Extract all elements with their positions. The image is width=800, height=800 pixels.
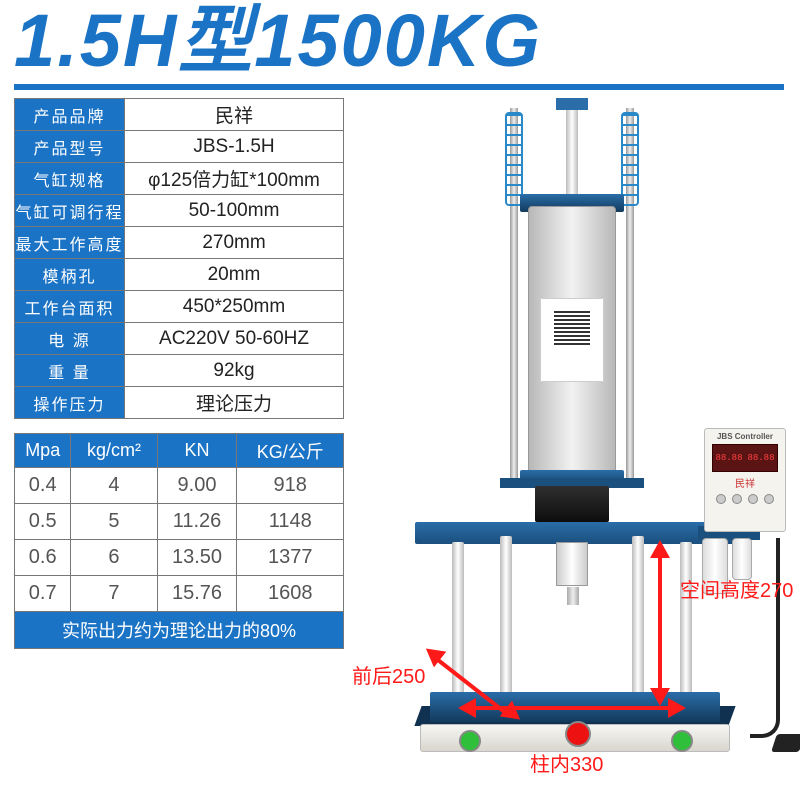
estop-button[interactable] [565, 721, 591, 747]
spec-label: 重 量 [15, 355, 125, 387]
pressure-cell: 0.5 [15, 504, 71, 540]
start-button-right[interactable] [671, 730, 693, 752]
content-row: 产品品牌民祥产品型号JBS-1.5H气缸规格φ125倍力缸*100mm气缸可调行… [0, 90, 800, 768]
pressure-row: 0.7715.761608 [15, 576, 344, 612]
knob-icon [748, 494, 758, 504]
spec-label: 电 源 [15, 323, 125, 355]
pressure-cell: 1608 [237, 576, 344, 612]
rod-cap [556, 98, 588, 110]
spec-value: 270mm [125, 227, 344, 259]
display-2: 88.88 [747, 453, 774, 463]
start-button-left[interactable] [459, 730, 481, 752]
pressure-cell: 11.26 [157, 504, 237, 540]
spec-label: 最大工作高度 [15, 227, 125, 259]
pressure-row: 0.5511.261148 [15, 504, 344, 540]
spec-row: 气缸可调行程50-100mm [15, 195, 344, 227]
controller-title: JBS Controller [708, 432, 782, 441]
leg-column [632, 536, 644, 696]
pressure-cell: 5 [71, 504, 157, 540]
pressure-cell: 1148 [237, 504, 344, 540]
leg-column [680, 542, 692, 698]
piston-rod [566, 104, 578, 198]
dim-depth-label: 前后250 [352, 660, 425, 689]
pressure-table: Mpakg/cm²KNKG/公斤 0.449.009180.5511.26114… [14, 433, 344, 612]
pressure-cell: 7 [71, 576, 157, 612]
leg-column [500, 536, 512, 696]
controller-knobs [708, 490, 782, 510]
knob-icon [764, 494, 774, 504]
qr-icon [554, 309, 590, 345]
spec-value: 20mm [125, 259, 344, 291]
arrow-down-icon [650, 688, 670, 706]
spec-row: 产品品牌民祥 [15, 99, 344, 131]
spec-value: 50-100mm [125, 195, 344, 227]
controller-box: JBS Controller 88.88 88.88 民祥 [704, 428, 786, 532]
pressure-header: KN [157, 434, 237, 468]
pressure-cell: 13.50 [157, 540, 237, 576]
dim-height-label: 空间高度270 [680, 574, 793, 603]
spec-row: 产品型号JBS-1.5H [15, 131, 344, 163]
spec-row: 工作台面积450*250mm [15, 291, 344, 323]
spec-label: 模柄孔 [15, 259, 125, 291]
spec-value: 92kg [125, 355, 344, 387]
spec-value: JBS-1.5H [125, 131, 344, 163]
spec-row: 最大工作高度270mm [15, 227, 344, 259]
guide-cage-left [505, 112, 523, 206]
pressure-header: kg/cm² [71, 434, 157, 468]
pressure-cell: 0.6 [15, 540, 71, 576]
spec-value: AC220V 50-60HZ [125, 323, 344, 355]
display-1: 88.88 [715, 453, 742, 463]
arrow-up-icon [650, 540, 670, 558]
tool-chuck [556, 542, 588, 586]
pressure-row: 0.449.00918 [15, 468, 344, 504]
foot-pedal[interactable] [771, 734, 800, 752]
spec-label: 产品品牌 [15, 99, 125, 131]
spec-value: 理论压力 [125, 387, 344, 419]
note-bar: 实际出力约为理论出力的80% [14, 612, 344, 649]
work-table [415, 522, 735, 544]
spec-value: 450*250mm [125, 291, 344, 323]
page-title: 1.5H型1500KG [0, 0, 800, 78]
knob-icon [732, 494, 742, 504]
pressure-cell: 918 [237, 468, 344, 504]
spec-label: 操作压力 [15, 387, 125, 419]
spec-row: 模柄孔20mm [15, 259, 344, 291]
controller-brand: 民祥 [708, 475, 782, 490]
spec-row: 电 源AC220V 50-60HZ [15, 323, 344, 355]
pressure-header: KG/公斤 [237, 434, 344, 468]
pressure-cell: 4 [71, 468, 157, 504]
guide-cage-right [621, 112, 639, 206]
pressure-cell: 15.76 [157, 576, 237, 612]
pressure-cell: 9.00 [157, 468, 237, 504]
cylinder-label [540, 298, 604, 382]
dim-height-line [658, 548, 662, 692]
pressure-row: 0.6613.501377 [15, 540, 344, 576]
pressure-cell: 0.7 [15, 576, 71, 612]
spec-row: 操作压力理论压力 [15, 387, 344, 419]
dim-width-label: 柱内330 [530, 748, 603, 777]
spec-value: φ125倍力缸*100mm [125, 163, 344, 195]
spec-label: 产品型号 [15, 131, 125, 163]
spec-row: 气缸规格φ125倍力缸*100mm [15, 163, 344, 195]
spec-label: 气缸可调行程 [15, 195, 125, 227]
machine-illustration: JBS Controller 88.88 88.88 民祥 [380, 98, 780, 758]
ram-block [535, 486, 609, 522]
pressure-header: Mpa [15, 434, 71, 468]
spec-label: 工作台面积 [15, 291, 125, 323]
arrow-left-icon [458, 698, 476, 718]
pressure-cell: 0.4 [15, 468, 71, 504]
cable [750, 538, 780, 738]
knob-icon [716, 494, 726, 504]
spec-label: 气缸规格 [15, 163, 125, 195]
right-column: JBS Controller 88.88 88.88 民祥 [350, 98, 800, 768]
arrow-right-icon [668, 698, 686, 718]
spec-table: 产品品牌民祥产品型号JBS-1.5H气缸规格φ125倍力缸*100mm气缸可调行… [14, 98, 344, 419]
spec-value: 民祥 [125, 99, 344, 131]
left-column: 产品品牌民祥产品型号JBS-1.5H气缸规格φ125倍力缸*100mm气缸可调行… [0, 98, 350, 649]
spec-row: 重 量92kg [15, 355, 344, 387]
pressure-cell: 6 [71, 540, 157, 576]
pressure-cell: 1377 [237, 540, 344, 576]
controller-display: 88.88 88.88 [712, 444, 778, 472]
